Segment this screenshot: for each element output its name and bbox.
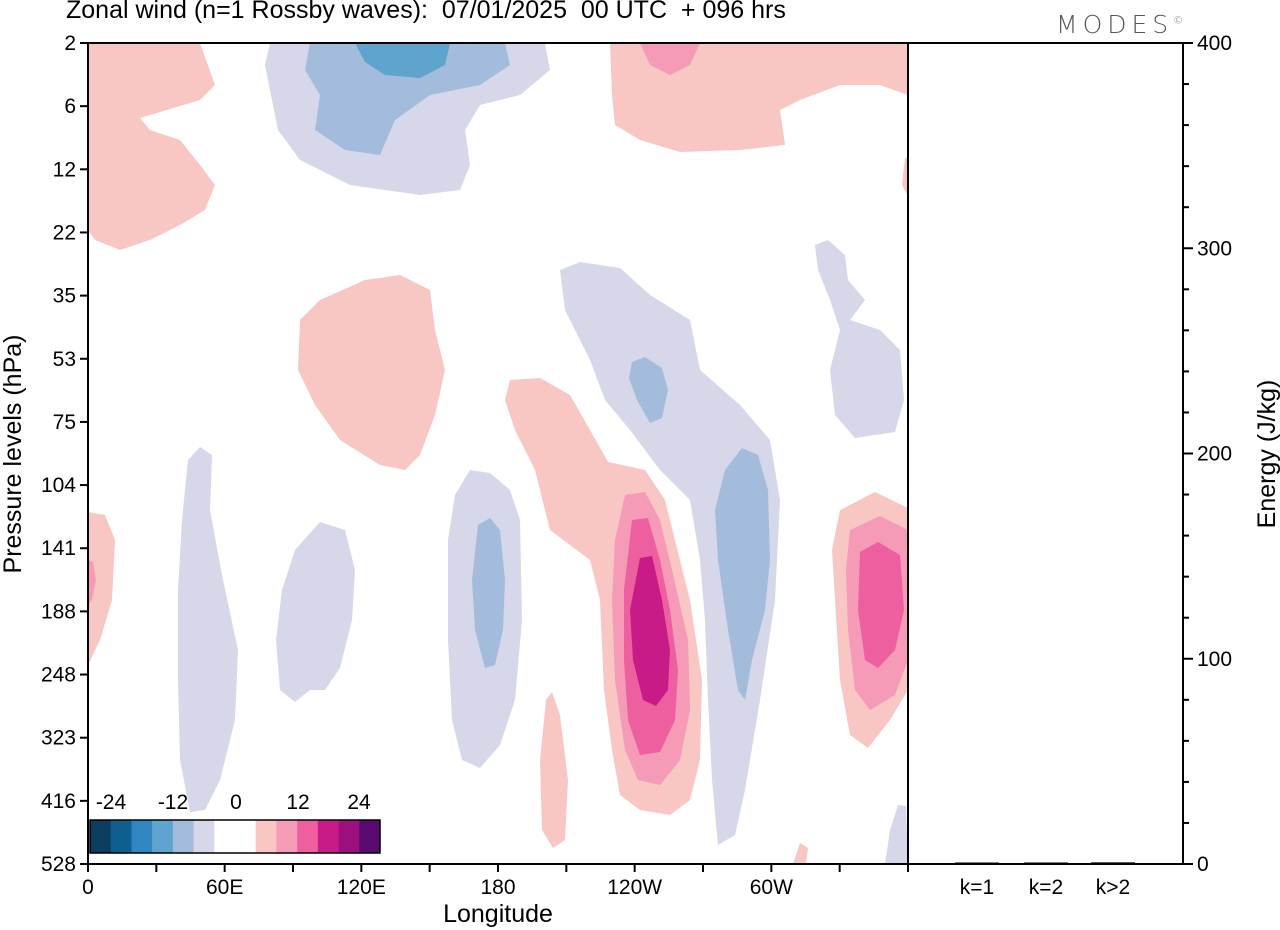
y-tick-label: 53	[53, 348, 76, 371]
contour-positive-leftedge	[88, 512, 115, 665]
x-tick-label: 120E	[337, 876, 386, 899]
y-tick-label: 6	[64, 95, 76, 118]
colorbar-swatch	[359, 820, 381, 853]
contour-negative-180-core	[472, 518, 505, 668]
y-tick-label: 141	[41, 537, 76, 560]
y-tick-label: 12	[53, 158, 76, 181]
y-axis-label-left: Pressure levels (hPa)	[0, 335, 27, 574]
contour-negative-90e	[276, 522, 355, 702]
brand-logo: MODES©	[1056, 10, 1183, 39]
x-tick-label: 120W	[607, 876, 662, 899]
colorbar-swatch	[317, 820, 339, 853]
energy-tick-label: 200	[1197, 443, 1232, 466]
contour-negative-diagonal-outer	[560, 262, 780, 845]
colorbar-swatch	[297, 820, 319, 853]
colorbar-swatch	[214, 820, 236, 853]
contour-positive-diagonal-l20	[630, 556, 670, 706]
y-tick-label: 416	[41, 790, 76, 813]
contour-positive-rightedge	[902, 158, 908, 197]
y-tick-label: 323	[41, 727, 76, 750]
contour-negative-bottom-bit	[885, 805, 908, 864]
energy-tick-label: 400	[1197, 32, 1232, 55]
y-tick-label: 35	[53, 285, 76, 308]
colorbar-tick-label: 0	[230, 791, 242, 814]
energy-panel-frame	[907, 42, 1184, 865]
y-tick-label: 22	[53, 221, 76, 244]
contour-positive-leftedge-core	[88, 560, 96, 605]
chart-title: Zonal wind (n=1 Rossby waves): 07/01/202…	[66, 0, 786, 24]
y-tick-label: 188	[41, 600, 76, 623]
brand-name: MODES	[1056, 10, 1174, 39]
colorbar-tick-label: 12	[286, 791, 309, 814]
contour-field	[88, 43, 908, 864]
energy-bars: k=1 k=2 k>2	[955, 862, 1135, 899]
colorbar-swatch	[110, 820, 132, 853]
contour-positive-topright-core	[640, 43, 700, 75]
x-tick-label: 180	[480, 876, 515, 899]
contour-positive-bottom-bit	[793, 843, 808, 864]
colorbar	[89, 819, 381, 854]
energy-category-label: k=1	[960, 876, 994, 899]
colorbar-swatch	[235, 820, 257, 853]
colorbar-swatch	[255, 820, 277, 853]
y-axis-label-right: Energy (J/kg)	[1253, 380, 1280, 529]
contour-negative-60e	[178, 447, 238, 812]
contour-negative-diagonal-core	[629, 357, 668, 423]
y-axis-energy: 0 100 200 300 400	[1183, 32, 1232, 876]
colorbar-tick-label: -12	[158, 791, 188, 814]
contour-positive-150w	[540, 692, 568, 848]
energy-category-label: k=2	[1029, 876, 1063, 899]
colorbar-swatch	[338, 820, 360, 853]
contour-positive-mid	[298, 275, 445, 470]
y-axis-pressure: 2 6 12 22 35 53 75 104 141 188 248 323 416 528	[41, 32, 88, 876]
energy-tick-label: 300	[1197, 237, 1232, 260]
colorbar-swatch	[90, 820, 112, 853]
contour-negative-top-core	[355, 43, 450, 78]
colorbar-frame	[89, 819, 381, 854]
x-axis-longitude: 0 60E 120E 180 120W 60W	[82, 864, 909, 899]
y-tick-label: 528	[41, 853, 76, 876]
colorbar-swatch	[193, 820, 215, 853]
energy-tick-label: 100	[1197, 648, 1232, 671]
energy-bar	[1091, 862, 1135, 864]
contour-positive-topright	[610, 43, 908, 152]
contour-negative-upperright	[815, 240, 904, 438]
colorbar-tick-label: 24	[347, 791, 371, 814]
energy-category-label: k>2	[1096, 876, 1130, 899]
contour-negative-60w-core	[715, 448, 770, 700]
y-tick-label: 104	[41, 474, 76, 497]
colorbar-swatch	[131, 820, 153, 853]
contour-negative-top-mid	[305, 43, 510, 155]
x-tick-label: 60W	[750, 876, 793, 899]
colorbar-swatch	[172, 820, 194, 853]
contour-positive-topleft	[88, 43, 215, 250]
energy-bar	[955, 862, 999, 864]
x-tick-label: 0	[82, 876, 94, 899]
y-tick-label: 75	[53, 411, 76, 434]
colorbar-swatch	[276, 820, 298, 853]
energy-tick-label: 0	[1197, 853, 1209, 876]
y-tick-label: 2	[64, 32, 76, 55]
x-tick-label: 60E	[206, 876, 243, 899]
colorbar-tick-label: -24	[96, 791, 127, 814]
x-axis-label: Longitude	[443, 900, 553, 928]
copyright-mark: ©	[1173, 15, 1184, 27]
colorbar-swatch	[152, 820, 174, 853]
contour-positive-right-l15	[858, 542, 904, 668]
energy-bar	[1024, 862, 1068, 864]
y-tick-label: 248	[41, 664, 76, 687]
